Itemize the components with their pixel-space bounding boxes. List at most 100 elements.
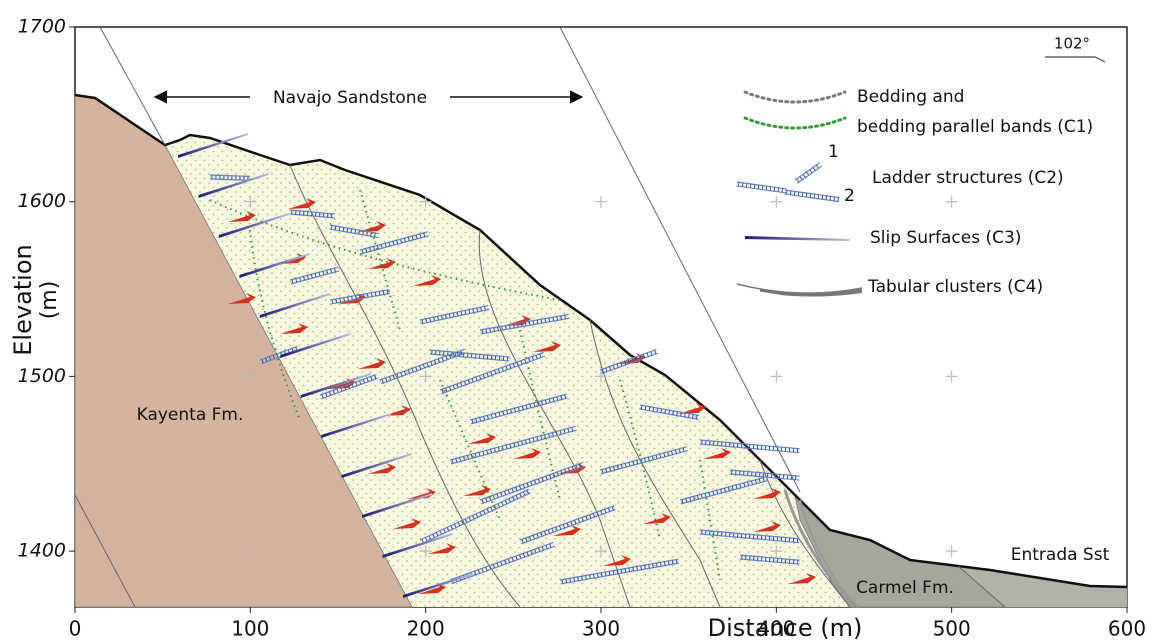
ladder-rung [659,562,662,567]
ladder-rung [392,375,395,380]
ladder [699,439,800,454]
unit-label: Kayenta Fm. [137,405,244,425]
ladder-rung [765,186,768,191]
ladder-rung [445,387,448,392]
x-tick-label: 600 [1108,617,1146,641]
ladder-rung [403,370,407,376]
ladder-rung [350,228,353,233]
ladder-rung [605,367,608,372]
ladder-rung [651,455,654,461]
ladder [289,209,335,219]
ladder-rung [481,499,484,504]
ladder-rung [482,374,486,379]
ladder-rung [577,576,579,581]
legend-label: Bedding and [857,87,964,107]
ladder-rung [520,440,523,445]
ladder-rung [643,457,646,463]
ladder-rung [511,488,514,493]
slip-arrow [503,315,531,326]
ladder-rail [209,178,250,181]
legend-c4-icon [736,283,863,297]
ladder-rung [592,574,595,579]
ladder-rung [501,367,504,372]
ladder-rung [612,365,615,370]
ladder-rung [435,532,439,537]
ladder-rung [696,495,699,500]
orientation: 102° [1054,35,1090,53]
ladder-rung [532,535,535,540]
ladder-rung [616,569,619,574]
bedding-band [209,199,561,301]
ladder-rung [534,479,537,485]
ladder [559,558,679,585]
ladder-rung [334,225,337,231]
ladder [329,224,380,239]
ladder-rung [688,413,690,418]
grid-cross [770,195,783,208]
ladder-rung [837,197,839,202]
ladder-rung [452,353,456,358]
ladder-rung [517,441,520,446]
ladder-rung [485,566,488,571]
ladder-rung [535,354,538,360]
ladder-rung [501,501,504,506]
ladder-rung [521,405,524,411]
ladder-rung [530,550,533,555]
ladder-rung [421,319,424,324]
slip-surface [300,373,371,398]
ladder-rung [608,571,611,576]
ladder-rung [511,557,514,562]
ladder-rung [573,577,575,582]
ladder-rung [540,435,543,440]
ladder-rung [541,477,544,482]
ladder-rung [456,383,459,388]
ladder-rung [501,445,504,451]
ladder-rung [532,320,535,325]
ladder-rung [556,396,559,401]
ladder-rung [434,359,437,365]
ladder-rung [695,414,698,420]
ladder-rung [812,167,816,171]
ladder-rail [679,476,768,501]
slip-surface [239,253,310,278]
ladder-rung [451,459,454,464]
ladder-rung [667,451,670,456]
ladder-rung [564,469,567,474]
ladder-rail [421,492,531,545]
slip-arrow [428,543,456,554]
ladder-rung [664,409,667,414]
ladder-rung [581,517,584,522]
x-tick-label: 500 [933,617,971,641]
ladder-rung [646,352,649,357]
ladder-rail [360,235,429,255]
slip-surface [218,213,289,238]
ladder-rung [693,496,696,501]
ladder-rung [426,362,429,367]
ladder-rung [516,361,519,366]
ladder-rung [366,293,369,298]
ladder-rung [551,528,554,533]
ladder-rung [537,547,541,552]
ladder [699,529,800,544]
ladder-rung [541,546,544,551]
ladder-rung [652,407,655,412]
ladder-rung [490,506,493,511]
x-tick-label: 200 [407,617,445,641]
ladder-rung [561,579,564,584]
ladder-rail [480,317,570,335]
ladder-rung [482,451,485,456]
ladder-rung [540,400,543,405]
ladder-rung [521,539,524,544]
ladder-rung [533,402,536,407]
ladder-rail [330,292,390,305]
ladder-rung [596,511,599,516]
ladder-rung [492,495,495,500]
ladder-rung [565,578,568,583]
ladder-rung [382,290,385,295]
ladder-rail [599,446,688,471]
ladder-rung [727,486,730,492]
ladder-rung [388,376,392,381]
ladder-rung [545,475,548,480]
ladder-rung [403,237,406,243]
ladder-rung [825,195,828,200]
